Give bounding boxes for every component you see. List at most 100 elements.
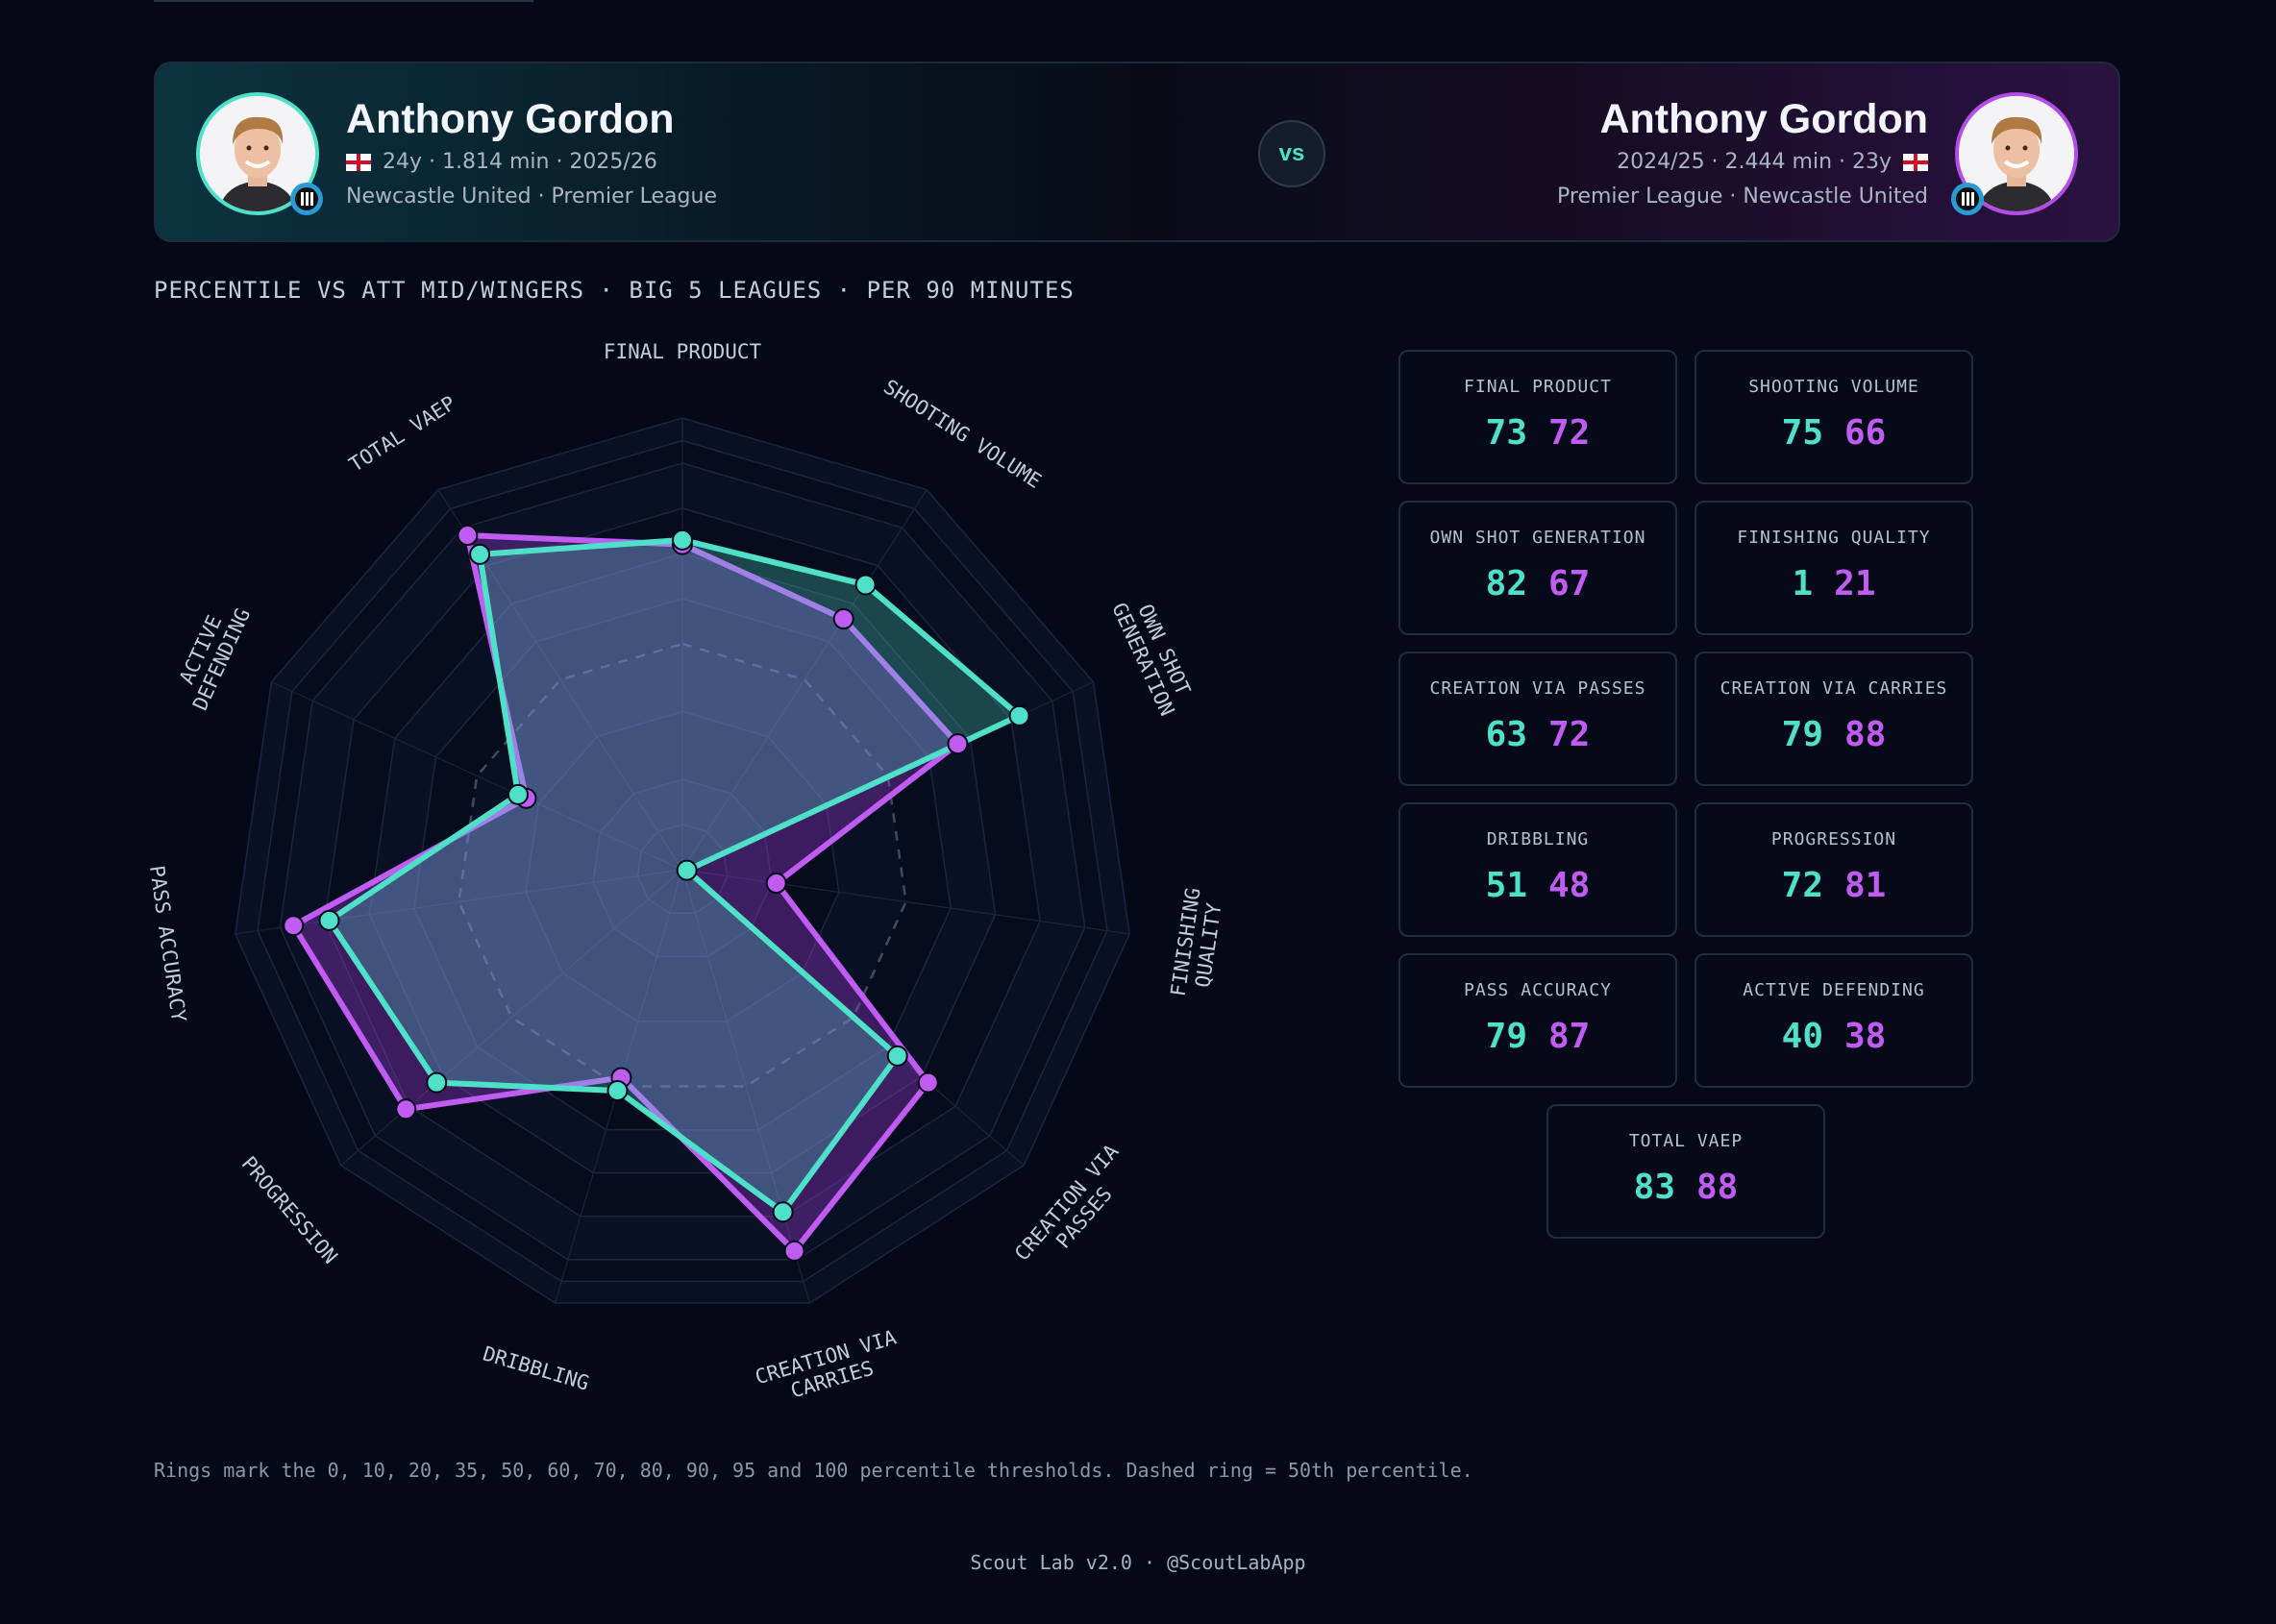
radar-point [672,529,693,551]
england-flag-icon [1903,153,1928,171]
metric-card: FINAL PRODUCT 73 72 [1398,350,1677,484]
radar-ring [324,507,1041,1218]
metric-card-label: CREATION VIA PASSES [1429,678,1646,699]
metric-value-left: 73 [1485,413,1527,453]
metric-value-right: 21 [1834,564,1876,603]
radar-ring [413,598,952,1131]
metric-value-left: 51 [1485,866,1527,905]
metric-value-left: 79 [1485,1017,1527,1056]
radar-spoke [681,869,1130,935]
radar-axis-label: PROGRESSION [237,1152,342,1268]
radar-point [917,1071,939,1094]
chart-subtitle: PERCENTILE VS ATT MID/WINGERS · BIG 5 LE… [154,277,1075,304]
radar-spoke [681,869,810,1304]
metric-card-values: 83 88 [1548,1168,1823,1207]
radar-ring [592,778,773,957]
left-player-name: Anthony Gordon [346,96,675,142]
radar-point [854,574,877,596]
metric-card: ACTIVE DEFENDING 40 38 [1695,953,1973,1088]
metric-value-right: 72 [1548,413,1591,453]
radar-axis-label: DRIBBLING [481,1341,592,1394]
player-photo-icon [200,96,315,211]
radar-point [283,915,305,937]
metric-card-values: 79 88 [1696,715,1971,754]
metric-value-left: 79 [1781,715,1823,754]
radar-point [886,1045,908,1067]
metric-card-label: FINISHING QUALITY [1737,528,1931,548]
metric-value-left: 82 [1485,564,1527,603]
metric-card-values: 40 38 [1696,1017,1971,1056]
radar-ring [636,824,729,914]
metric-card-values: 72 81 [1696,866,1971,905]
metric-value-left: 75 [1781,413,1823,453]
radar-point [457,525,479,547]
radar-ring [368,553,997,1174]
metric-card-label: ACTIVE DEFENDING [1743,980,1925,1000]
club-crest-icon [1951,183,1984,215]
radar-axis-label-text: DRIBBLING [481,1341,592,1394]
radar-point [783,1240,805,1262]
metric-value-left: 72 [1781,866,1823,905]
metric-card: FINISHING QUALITY 1 21 [1695,501,1973,635]
radar-axis-label: FINAL PRODUCT [604,340,762,363]
radar-chart: FINAL PRODUCT SHOOTING VOLUME OWN SHOTGENE… [145,340,1226,1403]
top-divider [154,0,533,2]
metric-value-right: 72 [1548,715,1591,754]
metric-value-right: 38 [1844,1017,1887,1056]
radar-ring [235,417,1130,1304]
metric-card-values: 1 21 [1696,564,1971,603]
left-player-meta-text: 24y · 1.814 min · 2025/26 [383,150,657,174]
club-crest-icon [290,183,323,215]
right-player-name: Anthony Gordon [1599,96,1928,142]
metric-card: SHOOTING VOLUME 75 66 [1695,350,1973,484]
radar-spoke [271,681,683,871]
metric-value-left: 40 [1781,1017,1823,1056]
metric-card-label: CREATION VIA CARRIES [1719,678,1948,699]
metric-card: CREATION VIA PASSES 63 72 [1398,652,1677,786]
metric-card-label: TOTAL VAEP [1628,1131,1744,1151]
metric-value-right: 88 [1696,1168,1739,1207]
radar-series-polygon [290,532,961,1254]
radar-spoke [235,869,683,935]
metric-value-right: 81 [1844,866,1887,905]
radar-axis-label-text: SHOOTING VOLUME [879,375,1046,493]
radar-axis-label-text: TOTAL VAEP [345,391,459,477]
left-player-meta: 24y · 1.814 min · 2025/26 [346,150,657,174]
radar-ring [279,462,1086,1261]
metric-card-label: SHOOTING VOLUME [1748,377,1919,397]
metric-card-values: 73 72 [1400,413,1675,453]
comparison-header: Anthony Gordon 24y · 1.814 min · 2025/26… [154,62,2120,242]
metric-card-label: FINAL PRODUCT [1464,377,1612,397]
radar-ring [257,439,1108,1283]
radar-point [1008,704,1030,726]
radar-point [426,1071,448,1094]
radar-series-polygon [326,536,1023,1216]
metric-card-label: OWN SHOT GENERATION [1429,528,1646,548]
radar-ring [525,710,840,1022]
radar-axis-label-text: PROGRESSION [237,1152,342,1268]
right-player-avatar [1951,92,2078,215]
metric-card: CREATION VIA CARRIES 79 88 [1695,652,1973,786]
radar-point [676,859,698,881]
radar-spoke [681,489,928,871]
radar-point [606,1079,629,1101]
radar-point [318,909,340,931]
radar-point [947,733,969,755]
radar-axis-label-text: FINAL PRODUCT [604,340,762,363]
radar-point [395,1098,417,1120]
metric-card: PASS ACCURACY 79 87 [1398,953,1677,1088]
radar-axis-label: PASS ACCURACY [145,864,190,1023]
right-player-club: Premier League · Newcastle United [1557,185,1928,209]
radar-axis-label: TOTAL VAEP [345,391,459,477]
radar-point [469,543,491,565]
radar-point [765,873,787,895]
metric-card-values: 51 48 [1400,866,1675,905]
metric-card: DRIBBLING 51 48 [1398,802,1677,937]
metric-card-values: 82 67 [1400,564,1675,603]
metric-value-right: 67 [1548,564,1591,603]
